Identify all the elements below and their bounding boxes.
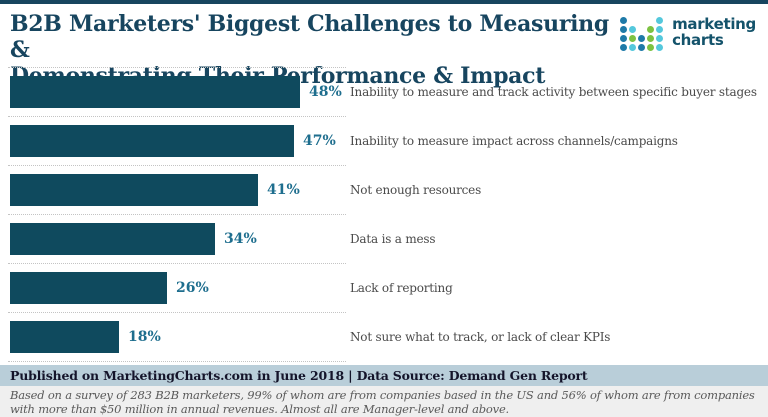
logo-dot-empty	[629, 17, 636, 24]
title-line-1: B2B Marketers' Biggest Challenges to Mea…	[10, 11, 609, 63]
chart-row: 34% Data is a mess	[8, 214, 768, 263]
logo-dot-blue	[620, 26, 628, 33]
logo-dot-cyan	[656, 17, 664, 24]
survey-note: Based on a survey of 283 B2B marketers, …	[0, 386, 768, 417]
value-label: 41%	[267, 182, 300, 198]
published-source-line: Published on MarketingCharts.com in June…	[0, 365, 768, 386]
chart-row: 41% Not enough resources	[8, 165, 768, 214]
footer: Published on MarketingCharts.com in June…	[0, 365, 768, 417]
bar	[10, 125, 294, 157]
logo-dot-blue	[620, 44, 628, 51]
logo-dot-blue	[620, 35, 628, 42]
bar	[10, 272, 167, 304]
bar	[10, 76, 300, 108]
value-label: 18%	[128, 329, 161, 345]
bar-zone: 18%	[8, 312, 346, 361]
logo-dots-icon	[620, 17, 665, 53]
chart-row: 18% Not sure what to track, or lack of cl…	[8, 312, 768, 361]
chart-row: 48% Inability to measure and track activi…	[8, 67, 768, 116]
bar-zone: 26%	[8, 263, 346, 312]
bar	[10, 174, 258, 206]
marketingcharts-logo: marketing charts	[620, 14, 756, 53]
category-label: Data is a mess	[350, 231, 436, 246]
category-label: Not enough resources	[350, 182, 482, 197]
value-label: 26%	[176, 280, 209, 296]
category-label: Not sure what to track, or lack of clear…	[350, 329, 611, 344]
chart-end-separator	[8, 361, 346, 362]
logo-text-line-1: marketing	[672, 15, 756, 33]
logo-dot-blue	[638, 44, 646, 51]
category-label: Inability to measure impact across chann…	[350, 133, 678, 148]
logo-dot-cyan	[656, 44, 664, 51]
value-label: 48%	[309, 84, 342, 100]
logo-dot-cyan	[656, 35, 664, 42]
bar-zone: 48%	[8, 67, 346, 116]
category-label: Inability to measure and track activity …	[350, 84, 757, 99]
logo-dot-cyan	[656, 26, 664, 33]
logo-dot-green	[629, 35, 637, 42]
category-label: Lack of reporting	[350, 280, 453, 295]
logo-dot-empty	[647, 17, 654, 24]
logo-dot-empty	[638, 17, 645, 24]
logo-dot-cyan	[629, 26, 637, 33]
bar-zone: 47%	[8, 116, 346, 165]
bar	[10, 321, 119, 353]
logo-dot-green	[647, 26, 655, 33]
top-border	[0, 0, 768, 4]
bar-chart: 48% Inability to measure and track activi…	[0, 67, 768, 362]
value-label: 47%	[303, 133, 336, 149]
logo-dot-cyan	[629, 44, 637, 51]
logo-dot-green	[647, 44, 655, 51]
bar-zone: 34%	[8, 214, 346, 263]
logo-text-line-2: charts	[672, 31, 724, 49]
chart-row: 47% Inability to measure impact across ch…	[8, 116, 768, 165]
logo-dot-green	[647, 35, 655, 42]
logo-dot-blue	[638, 35, 646, 42]
bar	[10, 223, 215, 255]
logo-text: marketing charts	[672, 16, 756, 48]
value-label: 34%	[224, 231, 257, 247]
bar-zone: 41%	[8, 165, 346, 214]
logo-dot-empty	[638, 26, 645, 33]
header: B2B Marketers' Biggest Challenges to Mea…	[0, 4, 768, 89]
logo-dot-blue	[620, 17, 628, 24]
chart-row: 26% Lack of reporting	[8, 263, 768, 312]
